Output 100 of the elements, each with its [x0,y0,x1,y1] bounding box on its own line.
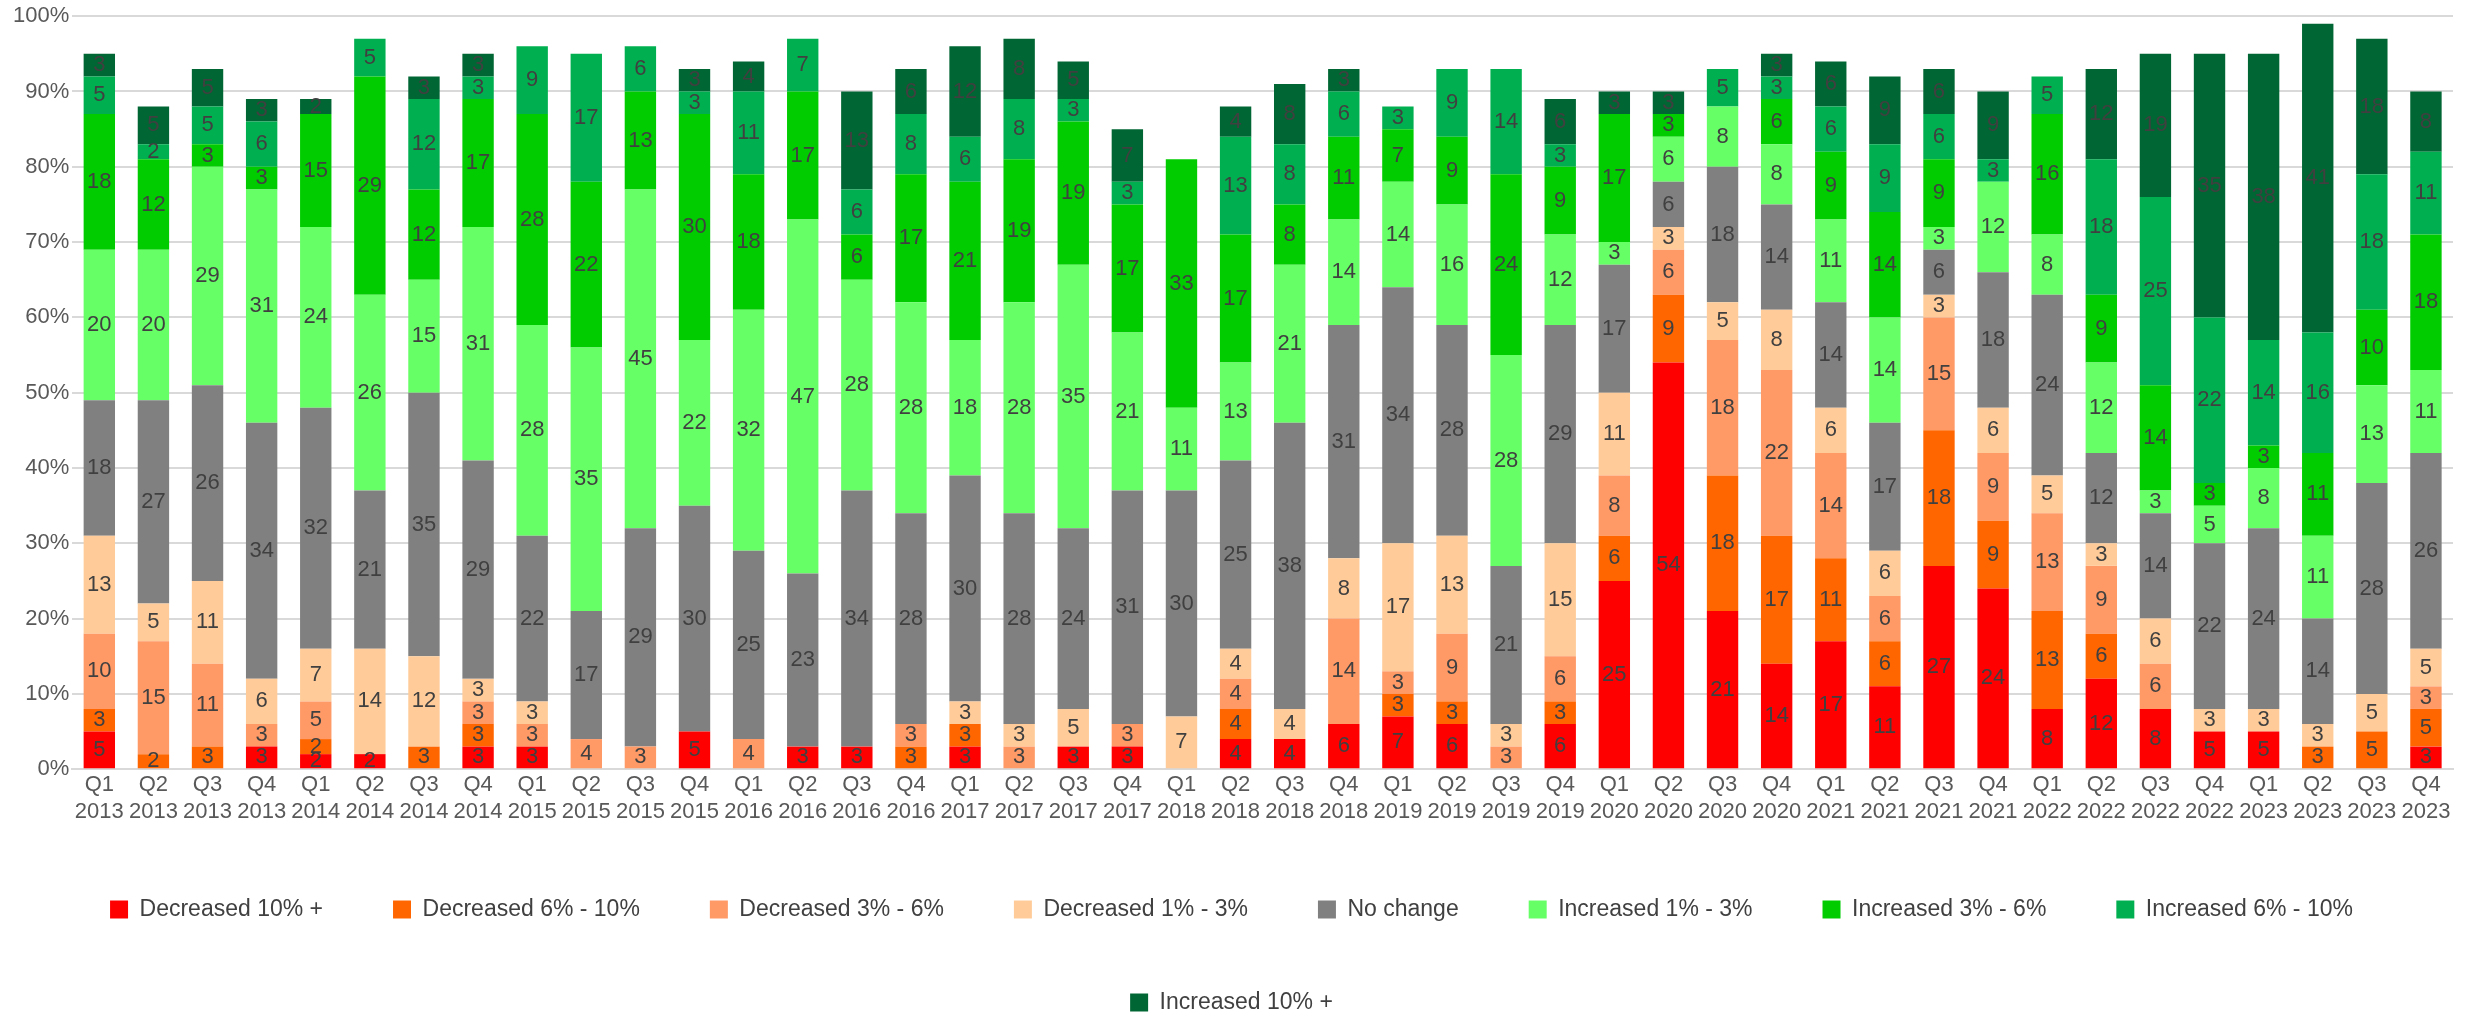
data-label: 17 [1764,585,1789,611]
data-label: 9 [1878,164,1891,190]
bar [1328,618,1360,725]
bar [2085,362,2117,453]
y-tick-label: 40% [25,454,70,480]
data-label: 9 [1554,186,1567,212]
data-label: 4 [742,739,755,765]
data-label: 22 [2197,386,2222,412]
bar [1490,174,1522,356]
x-tick-label: Q1 2014 [291,771,341,823]
bar [1923,249,1955,295]
bar [1923,227,1955,250]
data-label: 13 [2034,548,2060,574]
bar [570,347,602,612]
bar [1706,68,1739,107]
bar [83,535,116,634]
data-label: 30 [1169,589,1194,615]
legend-label: Decreased 1% - 3% [1043,894,1248,921]
bar [137,249,170,401]
bar [2410,151,2442,235]
bar [895,302,927,514]
data-label: 3 [1067,743,1080,769]
data-label: 11 [1819,585,1843,611]
bar [2302,535,2334,619]
data-label: 8 [2041,724,2054,750]
data-label: 5 [2203,735,2216,761]
bar [1436,68,1468,137]
data-label: 3 [2095,540,2108,566]
data-label: 8 [1283,100,1296,126]
y-tick-label: 60% [25,303,70,329]
data-label: 24 [1980,664,2006,690]
bar [1111,332,1144,491]
bar [841,234,873,280]
bar [1274,422,1306,709]
data-label: 7 [1391,141,1405,167]
x-tick-label: Q2 2017 [994,771,1044,823]
data-label: 3 [1391,668,1405,694]
x-tick-label: Q3 2016 [832,771,882,823]
data-label: 34 [1385,401,1411,427]
data-label: 6 [1445,732,1459,758]
data-label: 3 [1608,88,1621,114]
data-label: 15 [1547,585,1573,611]
bar [732,91,765,175]
data-label: 28 [2359,574,2385,600]
data-label: 3 [1121,179,1134,205]
bar [2410,686,2442,709]
data-label: 6 [1608,544,1621,570]
data-label: 8 [1337,574,1350,600]
x-tick-label: Q3 2018 [1265,771,1315,823]
data-label: 3 [1445,698,1459,724]
data-label: 12 [952,77,978,103]
data-label: 6 [1337,100,1350,126]
data-label: 3 [958,698,972,724]
bar [841,189,873,235]
data-label: 14 [2143,423,2168,449]
data-label: 6 [1932,258,1946,284]
data-label: 5 [2365,735,2378,761]
data-label: 7 [1391,728,1405,754]
x-tick-label: Q2 2014 [345,771,395,823]
bar [1869,686,1901,769]
bar [1274,264,1306,423]
bar [1382,181,1414,288]
x-tick-label: Q3 2015 [615,771,665,823]
bar [895,724,927,747]
data-label: 5 [201,73,214,99]
data-label: 13 [1439,570,1465,596]
data-label: 19 [2143,111,2168,137]
bar [1057,264,1089,529]
data-label: 6 [1824,115,1837,141]
data-label: 6 [958,145,972,171]
x-tick-label: Q4 2017 [1102,771,1152,823]
bar [1760,144,1793,205]
data-label: 4 [1229,649,1242,675]
bar [1165,716,1198,769]
bar [1382,543,1414,672]
data-label: 5 [363,43,376,69]
bar [137,400,170,604]
data-label: 6 [904,77,918,103]
bar [191,663,224,747]
data-label: 14 [2251,378,2276,404]
bar [2410,91,2442,152]
bar [570,611,602,740]
data-label: 5 [2419,653,2433,679]
data-label: 18 [1980,326,2006,352]
legend-label: Decreased 3% - 6% [739,894,944,921]
bar [1869,641,1901,687]
bar [2356,38,2388,175]
bar [1706,106,1739,167]
bar [2356,731,2388,769]
bar [2139,708,2172,769]
data-label: 4 [1229,679,1242,705]
bar [1869,211,1901,318]
data-label: 30 [682,213,707,239]
bar [2410,708,2442,747]
legend-label: Decreased 6% - 10% [422,894,640,921]
data-label: 29 [465,555,491,581]
bar [462,724,494,747]
data-label: 9 [1445,88,1459,114]
bar [1382,716,1414,769]
bar [624,46,657,92]
